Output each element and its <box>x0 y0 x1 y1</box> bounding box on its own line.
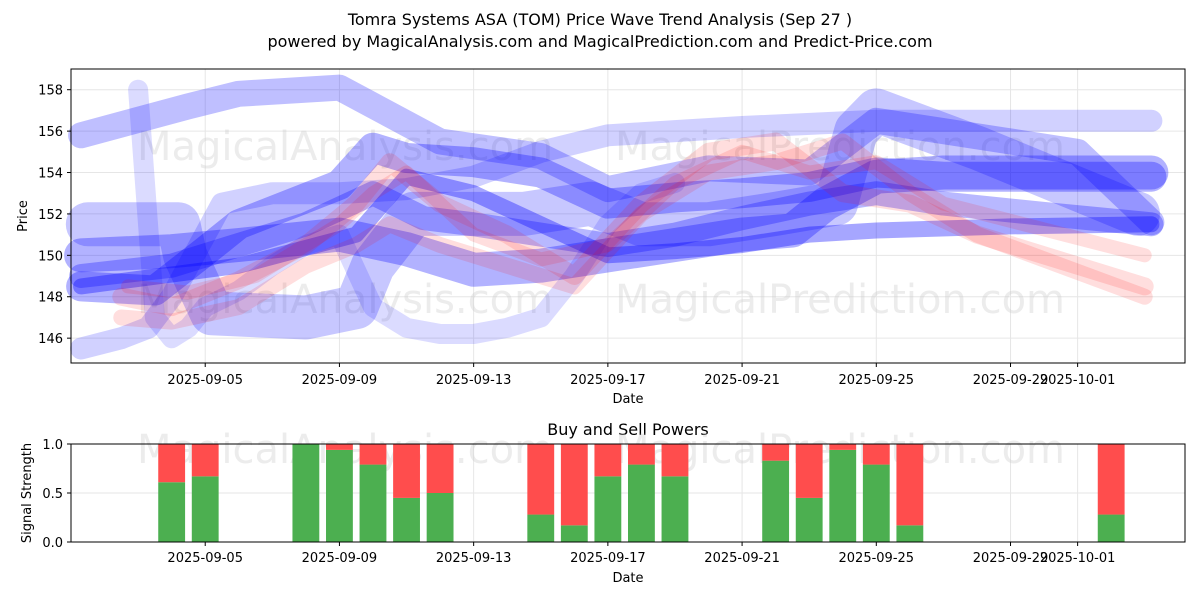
buy-bar-17 <box>1097 514 1125 542</box>
buy-bar-15 <box>862 464 890 542</box>
sell-bar-4 <box>359 444 387 465</box>
signal-x-tick-label-7: 2025-10-01 <box>1040 551 1116 566</box>
series-wave-blue-4 <box>68 74 1165 236</box>
buy-bar-11 <box>661 476 689 542</box>
signal-x-tick-label-6: 2025-09-29 <box>973 551 1049 566</box>
sell-bar-13 <box>795 444 823 498</box>
sell-bar-11 <box>661 444 689 477</box>
buy-bar-1 <box>191 476 219 542</box>
signal-y-axis-label: Signal Strength <box>20 443 35 543</box>
price-x-tick-label-6: 2025-09-29 <box>973 373 1049 388</box>
series-wave-blue-7 <box>70 109 1163 360</box>
watermark-top-right-2: MagicalPrediction.com <box>615 277 1065 323</box>
price-y-tick-label-0: 146 <box>38 332 63 347</box>
signal-bars <box>158 444 1125 542</box>
buy-bar-14 <box>829 449 857 542</box>
buy-bar-0 <box>158 482 186 542</box>
signal-x-tick-label-2: 2025-09-13 <box>436 551 512 566</box>
sell-bar-7 <box>527 444 555 515</box>
buy-bar-5 <box>393 497 420 542</box>
sell-bar-12 <box>762 444 790 461</box>
signal-y-tick-label-0: 0.0 <box>42 536 63 551</box>
price-y-tick-label-1: 148 <box>38 291 63 306</box>
price-panel: MagicalAnalysis.com MagicalPrediction.co… <box>16 68 1186 407</box>
watermark-top-left-2: MagicalAnalysis.com <box>137 277 553 323</box>
series-wave-blue-5 <box>65 88 1160 340</box>
watermark-top-right-1: MagicalPrediction.com <box>615 124 1065 170</box>
price-y-tick-label-4: 154 <box>38 167 63 182</box>
price-y-tick-label-3: 152 <box>38 208 63 223</box>
buy-bar-13 <box>795 497 823 542</box>
sell-bar-0 <box>158 444 186 483</box>
signal-x-tick-label-4: 2025-09-21 <box>704 551 780 566</box>
buy-bar-10 <box>628 464 655 542</box>
buy-bar-7 <box>527 514 555 542</box>
price-x-axis-label: Date <box>612 392 643 407</box>
sell-bar-1 <box>191 444 219 477</box>
series-wave-blue-1 <box>66 132 1167 306</box>
sell-bar-5 <box>393 444 420 498</box>
price-x-tick-label-4: 2025-09-21 <box>704 373 780 388</box>
price-wave-series <box>64 74 1169 360</box>
series-wave-red-1 <box>112 132 1154 317</box>
buy-bar-4 <box>359 464 387 542</box>
signal-panel: Buy and Sell Powers MagicalAnalysis.com … <box>20 420 1186 586</box>
buy-bar-3 <box>326 449 353 542</box>
signal-y-tick-label-2: 1.0 <box>42 438 63 453</box>
price-plot-frame <box>70 68 1186 364</box>
buy-bar-2 <box>292 444 320 542</box>
series-wave-blue-3 <box>64 155 1169 287</box>
watermark-top-left-1: MagicalAnalysis.com <box>137 124 553 170</box>
sell-bar-3 <box>326 444 353 450</box>
sell-bar-9 <box>594 444 622 477</box>
signal-y-ticks: 0.0 0.5 1.0 <box>42 438 71 551</box>
series-wave-blue-8 <box>73 168 1160 295</box>
price-y-tick-label-5: 156 <box>38 125 63 140</box>
sell-bar-6 <box>426 444 454 493</box>
price-grid <box>71 69 1185 363</box>
buy-bar-9 <box>594 476 622 542</box>
sell-bar-10 <box>628 444 655 465</box>
price-plot-area <box>71 69 1185 363</box>
sell-bar-16 <box>896 444 924 526</box>
sell-bar-17 <box>1097 444 1125 515</box>
signal-x-tick-label-5: 2025-09-25 <box>839 551 915 566</box>
price-x-tick-label-3: 2025-09-17 <box>570 373 646 388</box>
series-wave-red-3 <box>121 144 1152 300</box>
signal-panel-title: Buy and Sell Powers <box>547 420 709 439</box>
chart-title-line1: Tomra Systems ASA (TOM) Price Wave Trend… <box>347 10 852 29</box>
buy-bar-12 <box>762 460 790 542</box>
price-y-ticks: 146 148 150 152 154 156 158 <box>38 84 71 347</box>
price-x-tick-label-5: 2025-09-25 <box>839 373 915 388</box>
signal-x-axis-label: Date <box>612 571 643 586</box>
price-x-tick-label-0: 2025-09-05 <box>167 373 243 388</box>
signal-x-tick-label-0: 2025-09-05 <box>167 551 243 566</box>
series-wave-blue-2 <box>69 181 1164 288</box>
signal-x-tick-label-1: 2025-09-09 <box>302 551 378 566</box>
buy-bar-6 <box>426 493 454 542</box>
price-x-tick-label-2: 2025-09-13 <box>436 373 512 388</box>
signal-x-tick-label-3: 2025-09-17 <box>570 551 646 566</box>
buy-bar-16 <box>896 525 924 542</box>
chart-title-line2: powered by MagicalAnalysis.com and Magic… <box>267 32 932 51</box>
price-y-axis-label: Price <box>16 200 31 232</box>
sell-bar-8 <box>560 444 588 526</box>
series-wave-red-2 <box>113 133 1153 330</box>
signal-x-ticks: 2025-09-05 2025-09-09 2025-09-13 2025-09-17… <box>167 542 1115 566</box>
sell-bar-15 <box>862 444 890 465</box>
price-x-ticks: 2025-09-05 2025-09-09 2025-09-13 2025-09-17… <box>167 363 1115 388</box>
price-x-tick-label-1: 2025-09-09 <box>302 373 378 388</box>
price-y-tick-label-6: 158 <box>38 84 63 99</box>
series-wave-blue-6 <box>128 79 685 349</box>
sell-bar-14 <box>829 444 857 450</box>
signal-y-tick-label-1: 0.5 <box>42 487 63 502</box>
price-y-tick-label-2: 150 <box>38 249 63 264</box>
buy-bar-8 <box>560 525 588 542</box>
price-x-tick-label-7: 2025-10-01 <box>1040 373 1116 388</box>
